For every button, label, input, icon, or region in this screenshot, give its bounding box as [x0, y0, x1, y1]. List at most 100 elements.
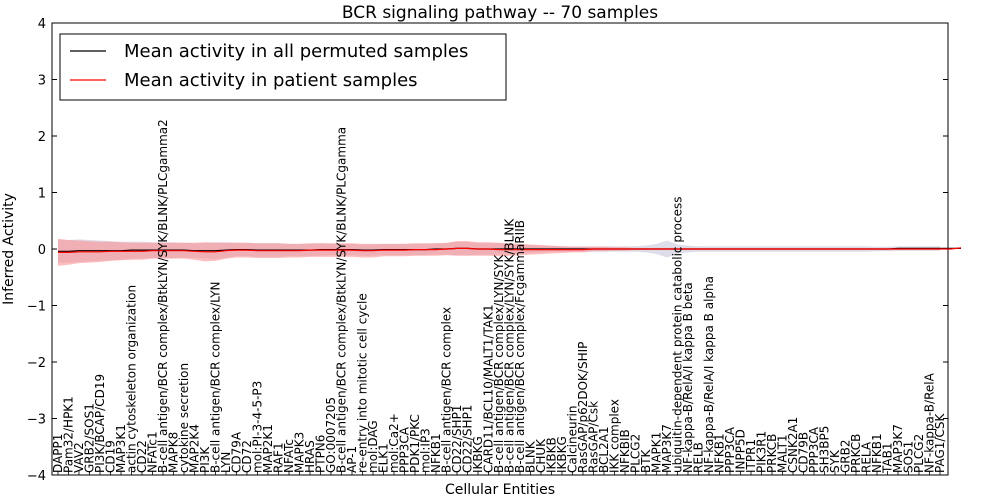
y-tick-label: 0	[38, 243, 46, 258]
entity-label: RELA	[860, 441, 874, 473]
entity-label: CD72	[240, 440, 254, 473]
entity-label: NFKBIB	[618, 429, 632, 473]
entity-label: MAPK3	[293, 432, 307, 473]
entity-label: INPP5D	[734, 429, 748, 473]
entity-label: MAP2K4	[188, 424, 202, 473]
entity-label: PPP3CA	[723, 426, 737, 473]
entity-label: CD79A	[230, 431, 244, 473]
entity-label: ubiquitin-dependent protein catabolic pr…	[671, 197, 685, 473]
series-line-patient	[58, 247, 962, 253]
entity-label: Pam32/HPK1	[62, 396, 76, 473]
entity-label: cytokine secretion	[177, 363, 191, 473]
plot-area: 4 3 2 1 0 −1 −2 −3 −4 DAPP1Pam32/HPK1VAV2GRB2/SOS…	[27, 17, 962, 484]
entity-label: BTK	[639, 448, 653, 473]
entity-label: NFATc	[282, 439, 296, 473]
y-tick-label: −1	[27, 300, 46, 315]
entity-label: B-cell antigen/BCR complex/LYN/SYK/BLNK	[503, 218, 517, 473]
entity-label: PI3K	[198, 446, 212, 473]
entity-label: MALT1	[776, 434, 790, 473]
entity-label: MAP3K7	[891, 424, 905, 473]
legend-label-permuted: Mean activity in all permuted samples	[124, 41, 468, 62]
entity-label: re-entry into mitotic cell cycle	[356, 293, 370, 473]
entity-label: PPP3CA	[398, 426, 412, 473]
y-tick-label: −2	[27, 356, 46, 371]
entity-label: GRB2/SOS1	[83, 403, 97, 473]
entity-label: CD22	[135, 440, 149, 473]
entity-label: Calcineurin	[566, 406, 580, 473]
entity-label: IKBKB	[545, 437, 559, 473]
legend: Mean activity in all permuted samples Me…	[59, 33, 507, 101]
entity-label: SH3BP5	[818, 426, 832, 473]
entity-label: HRAS	[303, 440, 317, 473]
entity-label: B-cell antigen/BCR complex/BtkLYN/SYK/BL…	[335, 127, 349, 473]
entity-label: PDK1/PKC	[408, 414, 422, 473]
entity-label: LYN	[219, 452, 233, 473]
y-tick-label: 2	[38, 130, 46, 145]
entity-label: MAPK1	[650, 432, 664, 473]
entity-label: NFKB1	[713, 433, 727, 473]
entity-label: RasGAP/p62DOK/SHIP	[576, 342, 590, 473]
entity-label: PRKCB	[849, 434, 863, 473]
entity-label: CD22/SHP1	[450, 405, 464, 473]
entity-label: B-cell antigen/BCR complex	[440, 307, 454, 473]
entity-label: NF-kappa-B/RelA	[923, 372, 937, 473]
entity-label: PTPN6	[314, 435, 328, 473]
entity-label: DAPP1	[51, 434, 65, 473]
entity-label: AP-1	[345, 446, 359, 473]
y-tick-label: 4	[38, 17, 46, 32]
entity-label: mol:Ca2+	[387, 413, 401, 473]
entity-label: PLCG2	[629, 434, 643, 473]
entity-label: RasGAP/Csk	[587, 401, 601, 473]
legend-label-patient: Mean activity in patient samples	[124, 70, 418, 91]
entity-label: ELK1	[377, 443, 391, 473]
entity-label: IKBKG	[555, 436, 569, 473]
entity-label: CD22/SHP1	[461, 405, 475, 473]
entity-label: mol:PI-3-4-5-P3	[251, 381, 265, 473]
entity-label: B-cell antigen/BCR complex/BtkLYN/SYK/BL…	[156, 119, 170, 473]
entity-label: CSNK2A1	[786, 417, 800, 473]
entity-label: PPP3CA	[807, 426, 821, 473]
entity-label: PLCG2	[912, 434, 926, 473]
confidence-band-patient	[58, 238, 940, 266]
y-tick-label: 3	[38, 74, 46, 89]
entity-label: NF-kappa-B/RelA/I kappa B alpha	[702, 276, 716, 473]
entity-label: NFATc1	[146, 431, 160, 473]
entity-label: GO:0007205	[324, 397, 338, 473]
entity-label: BCL2A1	[597, 426, 611, 473]
entity-label: MAP3K1	[114, 424, 128, 473]
entity-label: CHUK	[534, 438, 548, 473]
entity-label: CD19	[104, 440, 118, 473]
y-tick-label: −3	[27, 413, 46, 428]
entity-label: MAP2K1	[261, 424, 275, 473]
x-axis-title: Cellular Entities	[445, 482, 555, 498]
entity-label: IKK complex	[608, 399, 622, 473]
chart-title: BCR signaling pathway -- 70 samples	[342, 3, 658, 23]
entity-label: MAPK8	[167, 432, 181, 473]
y-axis-title: Inferred Activity	[1, 193, 17, 305]
y-tick-label: −4	[27, 469, 46, 484]
entity-label: BLNK	[524, 440, 538, 473]
entity-label: mol:IP3	[419, 428, 433, 473]
entity-label: RAF1	[272, 442, 286, 473]
entity-label: SYK	[828, 449, 842, 473]
entity-label: ITPR1	[744, 439, 758, 473]
y-tick-label: 1	[38, 187, 46, 202]
entity-label: mol:DAG	[366, 420, 380, 473]
entity-label: NF-kappa-B/RelA/I kappa B beta	[681, 282, 695, 473]
entity-label: actin cytoskeleton organization	[125, 285, 139, 473]
entity-label: NFKB1	[870, 433, 884, 473]
entity-label: MAP3K7	[660, 424, 674, 473]
entity-label: PI3K/BCAP/CD19	[93, 374, 107, 473]
entity-label: B-cell antigen/BCR complex/LYN/SYK	[492, 253, 506, 473]
entity-label: B-cell antigen/BCR complex/LYN	[209, 281, 223, 473]
entity-label: TAB1	[881, 443, 895, 474]
legend-box	[59, 33, 507, 101]
entity-label: SOS1	[902, 441, 916, 473]
entity-label: B-cell antigen/BCR complex/FcgammaRIIB	[513, 220, 527, 473]
entity-label: NFKB1	[429, 433, 443, 473]
entity-label: VAV2	[72, 442, 86, 473]
entity-label: PAG1/CSK	[933, 413, 947, 473]
entity-label: CD79B	[797, 432, 811, 473]
entity-label: PRKCB	[765, 434, 779, 473]
